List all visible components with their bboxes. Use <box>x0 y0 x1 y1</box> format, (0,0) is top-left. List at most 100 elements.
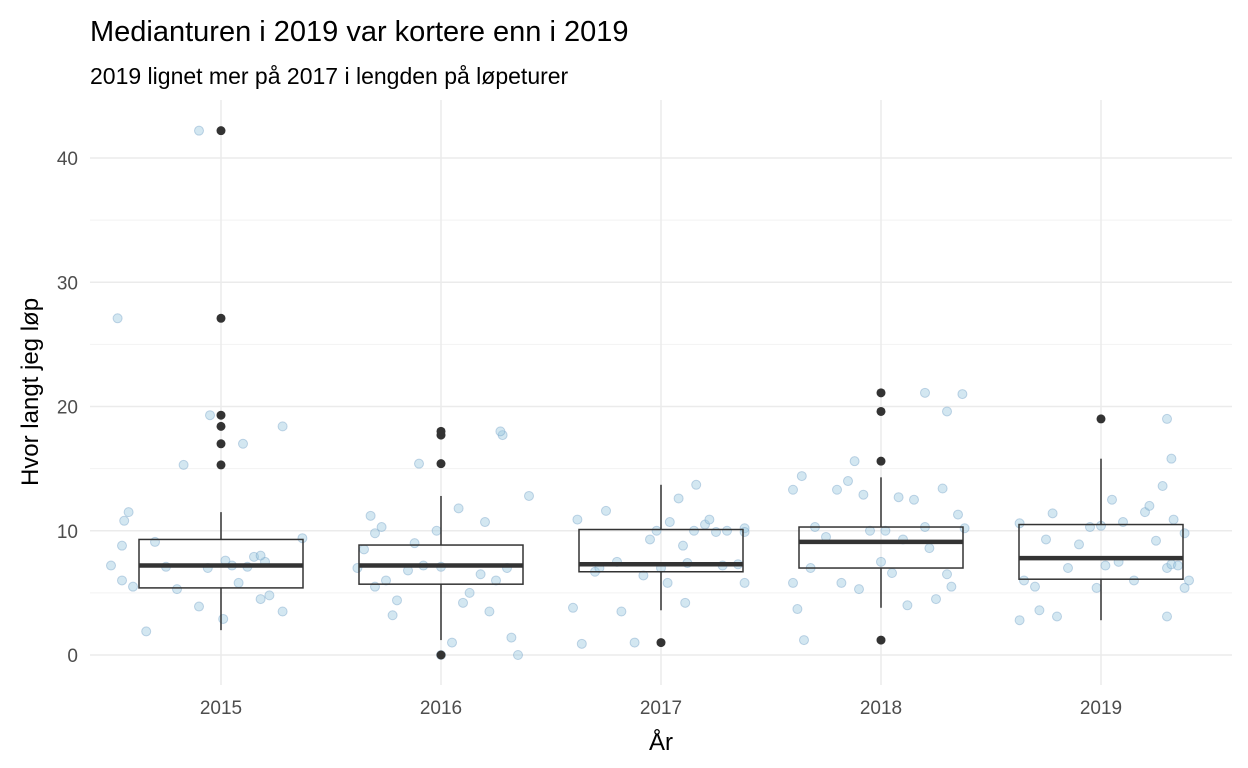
jitter-point <box>255 550 266 561</box>
jitter-point <box>464 587 475 598</box>
jitter-point <box>141 626 152 637</box>
x-tick-label: 2017 <box>640 698 682 719</box>
jitter-point <box>664 517 675 528</box>
y-tick-label: 20 <box>57 398 78 419</box>
jitter-point <box>112 313 123 324</box>
jitter-point <box>1179 528 1190 539</box>
jitter-point <box>1107 494 1117 505</box>
outlier-point <box>216 313 226 323</box>
boxes <box>138 126 1184 660</box>
jitter-point <box>946 581 957 592</box>
jitter-point <box>942 569 952 580</box>
jitter-point <box>953 509 963 520</box>
jitter-point <box>524 490 534 501</box>
jitter-point <box>1162 413 1172 424</box>
jitter-point <box>117 540 127 551</box>
jitter-point <box>1162 563 1172 574</box>
jitter-point <box>887 567 897 578</box>
box-iqr <box>798 526 964 569</box>
jitter-point <box>123 507 134 518</box>
jitter-point <box>1074 539 1084 550</box>
jitter-point <box>1063 563 1073 574</box>
jitter-point <box>616 606 627 617</box>
jitter-point <box>178 459 189 470</box>
outlier-point <box>436 459 446 469</box>
jitter-point <box>453 503 464 514</box>
y-tick-label: 30 <box>57 273 78 294</box>
jitter-point <box>739 577 750 588</box>
y-tick-label: 0 <box>67 646 78 667</box>
jitter-point <box>931 594 941 605</box>
jitter-point <box>1157 481 1168 492</box>
jitter-point <box>799 635 809 646</box>
jitter-point <box>854 584 864 595</box>
y-tick-labels: 0 10 20 30 40 <box>57 149 78 667</box>
outlier-point <box>436 426 446 436</box>
jitter-point <box>409 538 420 549</box>
jitter-point <box>572 514 583 525</box>
jitter-point <box>117 575 127 586</box>
jitter-point <box>128 581 138 592</box>
jitter-point <box>495 426 506 437</box>
jitter-point <box>497 430 508 441</box>
outlier-point <box>216 410 226 420</box>
jitter-point <box>1184 575 1194 586</box>
jitter-point <box>942 406 952 417</box>
outlier-point <box>876 406 886 416</box>
jitter-point <box>1100 560 1111 571</box>
jitter-point <box>376 522 387 533</box>
outlier-point <box>216 126 226 136</box>
outlier-point <box>876 635 886 645</box>
jitter-point <box>722 525 732 536</box>
jitter-point <box>858 489 869 500</box>
jitter-point <box>651 525 662 536</box>
jitter-point <box>458 597 468 608</box>
outlier-point <box>1096 414 1106 424</box>
jitter-point <box>576 638 587 649</box>
jitter-point <box>849 456 860 467</box>
jitter-point <box>691 479 702 490</box>
jitter-point <box>1019 575 1029 586</box>
jitter-point <box>689 525 699 536</box>
box-iqr <box>578 528 744 573</box>
jitter-point <box>264 590 275 601</box>
jitter-point <box>1173 560 1183 571</box>
outlier-point <box>216 460 226 470</box>
jitter-point <box>359 544 369 555</box>
outlier-point <box>216 421 226 431</box>
outlier-point <box>436 650 446 660</box>
x-tick-label: 2019 <box>1080 698 1122 719</box>
jitter-point <box>645 534 655 545</box>
jitter-point <box>796 471 807 482</box>
jitter-point <box>865 525 875 536</box>
jitter-point <box>414 458 424 469</box>
jitter-point <box>480 517 490 528</box>
jitter-point <box>843 476 853 487</box>
jitter-point <box>638 570 649 581</box>
jitter-point <box>788 484 798 495</box>
jitter-point <box>673 493 684 504</box>
jitter-point <box>106 560 116 571</box>
jitter-point <box>431 525 442 536</box>
jitter-point <box>704 514 715 525</box>
jitter-point <box>249 551 259 562</box>
y-tick-label: 10 <box>57 522 78 543</box>
outlier-point <box>216 439 226 449</box>
jitter-point <box>909 494 919 505</box>
jitter-point <box>255 594 266 605</box>
jitter-point <box>902 600 913 611</box>
jitter-point <box>1179 582 1190 593</box>
jitter-point <box>381 575 391 586</box>
jitter-point <box>1162 611 1172 622</box>
jitter-point <box>1168 514 1179 525</box>
jitter-point <box>1144 500 1155 511</box>
jitter-point <box>1166 453 1177 464</box>
jitter-point <box>601 505 611 516</box>
jitter-point <box>792 604 803 615</box>
jitter-point <box>238 438 248 449</box>
jitter-point <box>937 483 948 494</box>
jitter-point <box>1034 605 1045 616</box>
outlier-point <box>656 638 666 648</box>
jitter-point <box>568 602 578 613</box>
